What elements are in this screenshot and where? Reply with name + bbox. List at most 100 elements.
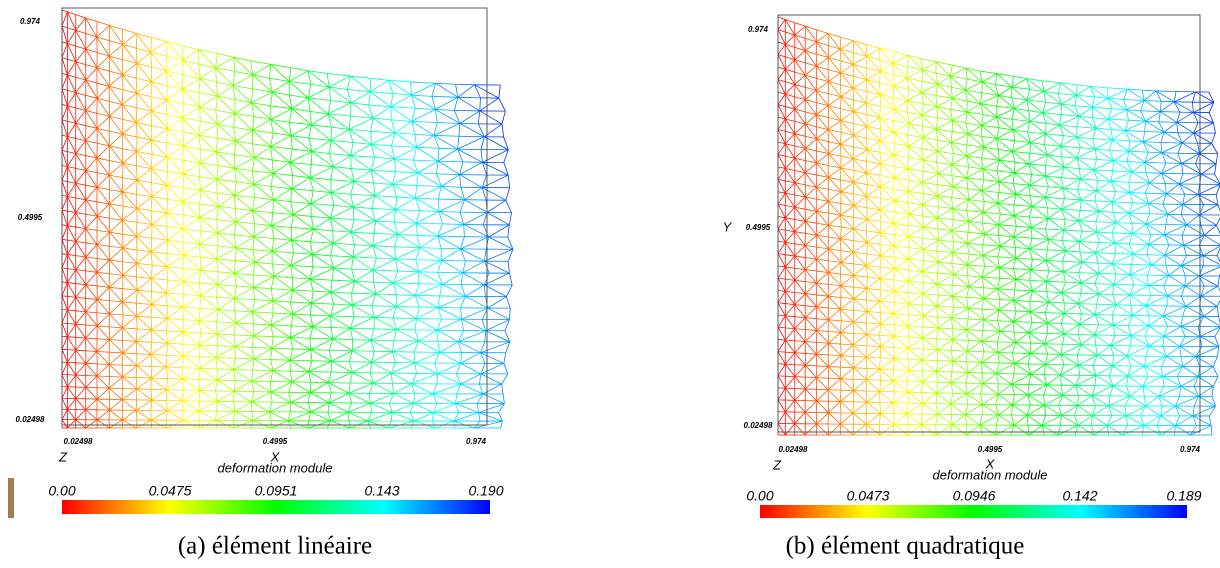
mesh-edge [952,64,967,69]
mesh-edge [865,102,880,118]
mesh-edge [122,340,137,342]
mesh-edge [785,303,795,305]
mesh-edge [411,94,436,110]
mesh-edge [200,67,216,79]
mesh-edge [839,132,842,145]
mesh-edge [816,81,829,91]
mesh-edge [85,110,97,114]
mesh-edge [785,69,796,85]
mesh-edge [1125,415,1128,426]
mesh-edge [785,157,796,169]
mesh-edge [1061,156,1065,168]
mesh-edge [75,283,86,286]
mesh-edge [865,137,868,150]
mesh-edge [936,186,954,197]
mesh-edge [923,249,937,252]
mesh-edge [270,324,274,337]
mesh-edge [865,44,868,57]
mesh-edge [785,339,796,353]
mesh-edge [135,107,138,123]
mesh-edge [150,304,153,318]
mesh-edge [481,187,487,201]
mesh-edge [816,174,829,178]
mesh-edge [270,381,292,393]
mesh-edge [354,316,375,318]
mesh-edge [816,341,829,344]
mesh-edge [1046,271,1064,282]
mesh-edge [234,194,255,198]
mesh-edge [804,50,817,67]
mesh-edge [894,200,908,204]
mesh-edge [272,212,294,216]
mesh-edge [328,382,350,394]
mesh-edge [270,186,292,190]
mesh-edge [852,333,855,345]
mesh-edge [840,84,854,89]
mesh-edge [348,361,353,373]
mesh-edge [840,143,854,148]
mesh-edge [217,95,236,100]
mesh-edge [271,225,292,228]
mesh-edge [1112,139,1130,142]
mesh-edge [457,96,481,99]
mesh-edge [1095,314,1114,326]
mesh-edge [908,280,924,284]
mesh-edge [936,162,939,174]
mesh-edge [1095,304,1117,315]
mesh-edge [436,161,439,174]
mesh-edge [216,206,219,220]
mesh-edge [794,96,806,101]
mesh-edge [828,262,842,273]
mesh-edge [411,383,416,394]
mesh-edge [182,331,184,345]
mesh-edge [215,56,235,69]
mesh-edge [1046,122,1060,126]
mesh-edge [370,91,394,94]
mesh-edge [369,383,374,394]
mesh-edge [392,340,395,352]
mesh-edge [923,226,939,241]
mesh-edge [216,258,235,274]
mesh-edge [370,169,393,185]
mesh-edge [1044,404,1062,416]
mesh-edge [953,177,967,188]
mesh-edge [67,136,77,154]
mesh-edge [1108,118,1129,121]
mesh-edge [96,325,110,340]
mesh-edge [109,55,123,61]
mesh-edge [921,92,938,107]
mesh-edge [981,340,999,353]
mesh-edge [996,170,1000,182]
mesh-edge [828,236,841,240]
mesh-edge [840,344,842,356]
mesh-edge [921,173,939,183]
mesh-edge [1013,300,1031,313]
mesh-edge [816,90,829,94]
mesh-edge [966,296,984,299]
mesh-edge [816,210,829,226]
mesh-edge [292,175,311,179]
mesh-edge [151,37,168,42]
mesh-edge [252,311,272,326]
mesh-edge [907,258,910,271]
mesh-edge [272,162,291,174]
mesh-edge [375,282,394,295]
mesh-edge [866,323,881,335]
mesh-edge [828,48,841,58]
mesh-edge [805,196,817,212]
mesh-edge [434,109,438,123]
mesh-edge [151,389,167,401]
mesh-edge [272,172,293,190]
mesh-edge [1048,301,1065,314]
mesh-edge [966,168,984,179]
mesh-edge [166,389,183,402]
mesh-edge [199,333,218,346]
mesh-edge [150,210,153,225]
mesh-edge [938,327,954,340]
mesh-edge [479,97,499,112]
mesh-edge [880,186,894,190]
mesh-edge [415,259,420,272]
mesh-edge [878,71,881,84]
mesh-edge [853,356,867,369]
mesh-edge [150,37,153,53]
